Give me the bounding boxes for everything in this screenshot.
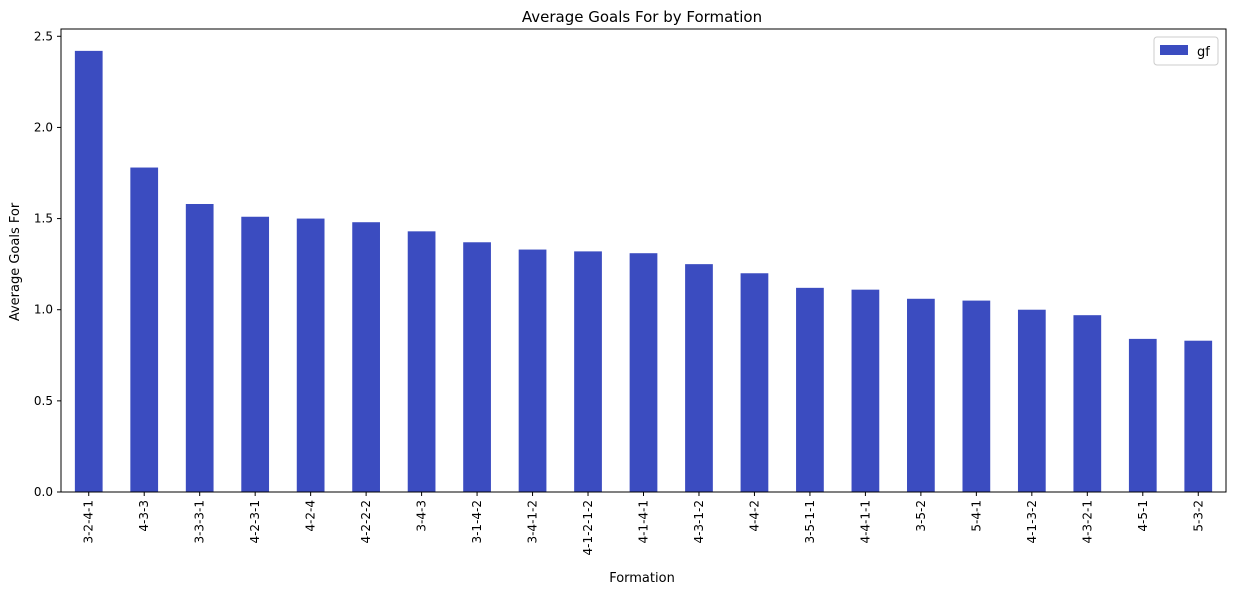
plot-area: 3-2-4-1 4-3-3 3-3-3-1 4-2-3-1 4-2-4 4-2-2-2 3-… (34, 28, 1227, 556)
bar (518, 249, 547, 492)
bar (1128, 338, 1157, 492)
legend-label: gf (1197, 45, 1210, 60)
bar (1073, 315, 1102, 492)
x-axis-label: Formation (609, 571, 675, 586)
x-tick-label: 5-3-2 (1191, 500, 1205, 532)
x-tick-label: 4-2-3-1 (248, 500, 262, 544)
legend: gf (1153, 36, 1219, 66)
x-tick-label: 3-3-3-1 (193, 500, 207, 544)
y-axis-label: Average Goals For (8, 202, 23, 321)
x-tick-label: 3-4-1-2 (526, 500, 540, 544)
bar (1017, 309, 1046, 492)
x-tick-label: 4-3-2-1 (1080, 500, 1094, 544)
x-tick-label: 4-4-2 (747, 500, 761, 532)
x-tick-label: 4-5-1 (1136, 500, 1150, 532)
x-tick-label: 4-4-1-1 (858, 500, 872, 544)
bar (296, 218, 325, 492)
bar (685, 264, 713, 492)
bar (796, 287, 824, 492)
y-tick-label: 2.0 (34, 120, 53, 134)
bar (574, 251, 602, 492)
y-tick-label: 1.0 (34, 303, 53, 317)
x-tick-label: 5-4-1 (969, 500, 983, 532)
bar (185, 203, 214, 492)
chart-title: Average Goals For by Formation (522, 8, 762, 26)
bar (962, 300, 991, 492)
x-tick-label: 4-3-1-2 (692, 500, 706, 544)
y-tick-label: 0.5 (34, 394, 53, 408)
bar (74, 50, 103, 492)
y-tick-label: 0.0 (34, 485, 53, 499)
y-tick-label: 1.5 (34, 212, 53, 226)
bar (407, 231, 436, 492)
x-tick-label: 3-4-3 (415, 500, 429, 532)
bar (130, 167, 159, 492)
x-tick-label: 3-1-4-2 (470, 500, 484, 544)
x-tick-label: 3-5-2 (914, 500, 928, 532)
bar (851, 289, 880, 492)
bar (740, 273, 769, 492)
bar (463, 242, 491, 492)
bar (241, 216, 270, 493)
x-tick-label: 3-2-4-1 (82, 500, 96, 544)
x-tick-label: 4-3-3 (137, 500, 151, 532)
x-tick-label: 3-5-1-1 (803, 500, 817, 544)
x-tick-label: 4-1-2-1-2 (581, 500, 595, 556)
bar (352, 222, 380, 493)
x-tick-label: 4-2-2-2 (359, 500, 373, 544)
x-tick-label: 4-1-3-2 (1025, 500, 1039, 544)
axes-frame (60, 28, 1227, 493)
bar (629, 253, 658, 492)
y-tick-label: 2.5 (34, 29, 53, 43)
bar (1184, 340, 1213, 492)
x-tick-label: 4-2-4 (304, 500, 318, 532)
bar (907, 298, 935, 492)
legend-swatch (1160, 45, 1188, 55)
x-tick-label: 4-1-4-1 (637, 500, 651, 544)
